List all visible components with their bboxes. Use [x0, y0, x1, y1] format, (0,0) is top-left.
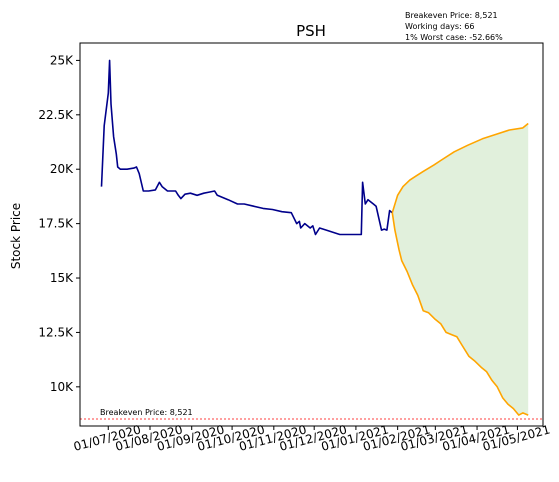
y-axis-label: Stock Price — [9, 203, 23, 269]
info-line-breakeven: Breakeven Price: 8,521 — [405, 11, 498, 20]
y-tick-label: 25K — [50, 53, 74, 67]
breakeven-label: Breakeven Price: 8,521 — [100, 408, 193, 417]
chart-title: PSH — [296, 22, 326, 40]
projection-band — [392, 123, 529, 416]
projection-upper-line — [391, 122, 529, 213]
history-series-line — [100, 59, 393, 236]
info-line-worst-case: 1% Worst case: -52.66% — [405, 33, 503, 42]
plot-frame — [79, 42, 544, 427]
y-tick-label: 22.5K — [38, 108, 74, 122]
y-tick-label: 17.5K — [38, 217, 74, 231]
projection-lower-line — [391, 212, 529, 416]
y-tick-label: 20K — [50, 162, 74, 176]
y-tick-label: 12.5K — [38, 325, 74, 339]
info-line-working-days: Working days: 66 — [405, 22, 475, 31]
y-tick-label: 10K — [50, 380, 74, 394]
y-tick-label: 15K — [50, 271, 74, 285]
